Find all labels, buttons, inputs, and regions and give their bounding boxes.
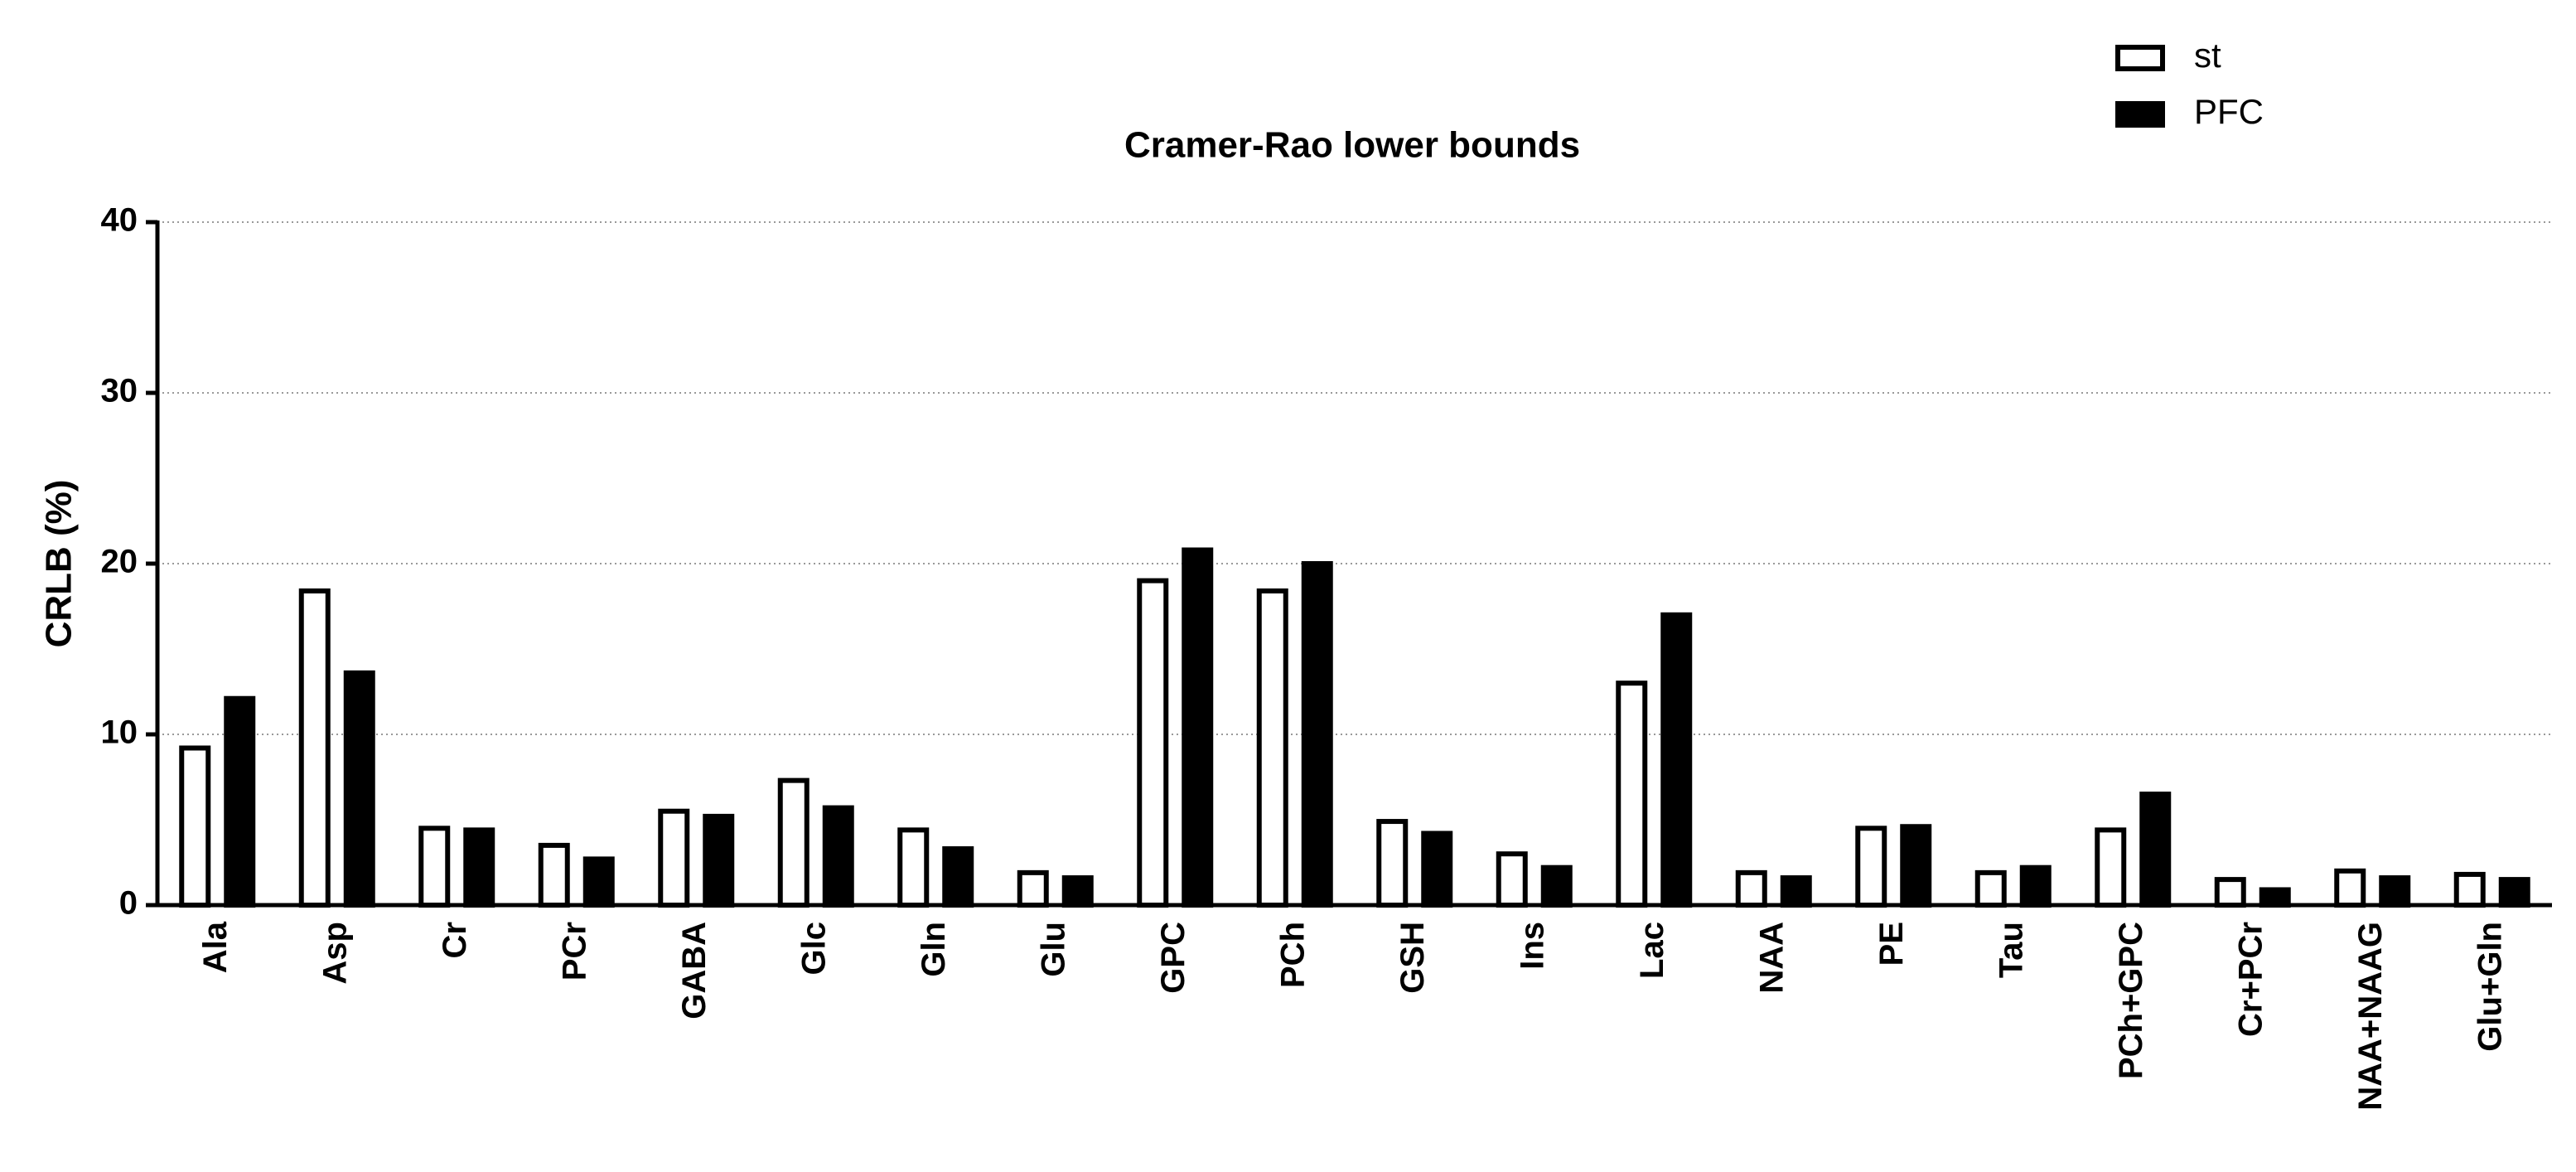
x-tick-label: PE (1873, 922, 1910, 966)
bar (1256, 588, 1288, 908)
bar (1780, 875, 1812, 908)
bar (1900, 824, 1932, 908)
legend-label: st (2194, 36, 2221, 75)
y-tick-label: 40 (101, 202, 138, 239)
bar (2379, 875, 2411, 908)
bar (1137, 578, 1169, 908)
x-tick-label: PCr (556, 922, 592, 981)
x-tick-label: Asp (317, 922, 353, 985)
bar (897, 827, 930, 908)
bar (582, 856, 615, 908)
bar (2334, 868, 2366, 908)
x-tick-label: GPC (1155, 922, 1191, 994)
bar (179, 745, 211, 908)
bar (224, 695, 256, 908)
bar (538, 842, 570, 908)
bar (298, 588, 331, 908)
bar (1660, 612, 1693, 908)
bar (1540, 864, 1573, 908)
x-tick-label: Tau (1993, 922, 2029, 978)
x-tick-label: GSH (1394, 922, 1431, 994)
bar (1301, 561, 1333, 908)
bar (1974, 869, 2007, 908)
bar (1735, 869, 1767, 908)
x-tick-label: PCh (1274, 922, 1311, 988)
x-tick-label: Gln (916, 922, 952, 977)
bar (942, 846, 974, 908)
bar (2498, 877, 2530, 908)
bar (343, 670, 375, 908)
y-tick-label: 30 (101, 373, 138, 409)
y-axis-label: CRLB (%) (39, 480, 80, 648)
y-tick-label: 20 (101, 544, 138, 580)
x-tick-label: PCh+GPC (2113, 922, 2149, 1079)
bar (2139, 792, 2172, 908)
bar (1182, 547, 1214, 908)
x-tick-label: Cr+PCr (2232, 922, 2269, 1037)
legend-swatch (2115, 45, 2165, 71)
bar (1616, 680, 1648, 908)
bar (658, 808, 690, 908)
bar (418, 826, 451, 908)
chart-title: Cramer-Rao lower bounds (1124, 125, 1580, 166)
bar (703, 813, 735, 908)
x-tick-label: GABA (676, 922, 713, 1019)
legend-swatch (2115, 101, 2165, 128)
y-tick-label: 10 (101, 714, 138, 751)
bar (822, 805, 854, 908)
bar (1376, 819, 1409, 908)
x-tick-label: Ala (197, 921, 234, 973)
x-tick-label: Ins (1514, 922, 1550, 970)
bar (463, 827, 495, 908)
x-tick-label: NAA (1753, 922, 1790, 994)
bar (2259, 887, 2291, 908)
x-tick-label: Cr (437, 922, 473, 958)
bar (2453, 871, 2486, 908)
bar (1855, 826, 1887, 908)
y-tick-label: 0 (119, 885, 138, 922)
bar (2214, 877, 2246, 908)
x-tick-label: Glu+Gln (2472, 922, 2508, 1052)
x-tick-label: NAA+NAAG (2352, 922, 2389, 1111)
bar (1061, 875, 1094, 908)
x-tick-label: Glc (795, 922, 832, 975)
bar (1421, 831, 1453, 908)
x-tick-label: Glu (1035, 922, 1071, 977)
bar (1496, 851, 1528, 908)
bar (777, 777, 810, 908)
bar (1017, 869, 1049, 908)
bar (2095, 827, 2127, 908)
legend-label: PFC (2194, 92, 2264, 131)
bar (2019, 864, 2052, 908)
x-tick-label: Lac (1634, 922, 1670, 979)
